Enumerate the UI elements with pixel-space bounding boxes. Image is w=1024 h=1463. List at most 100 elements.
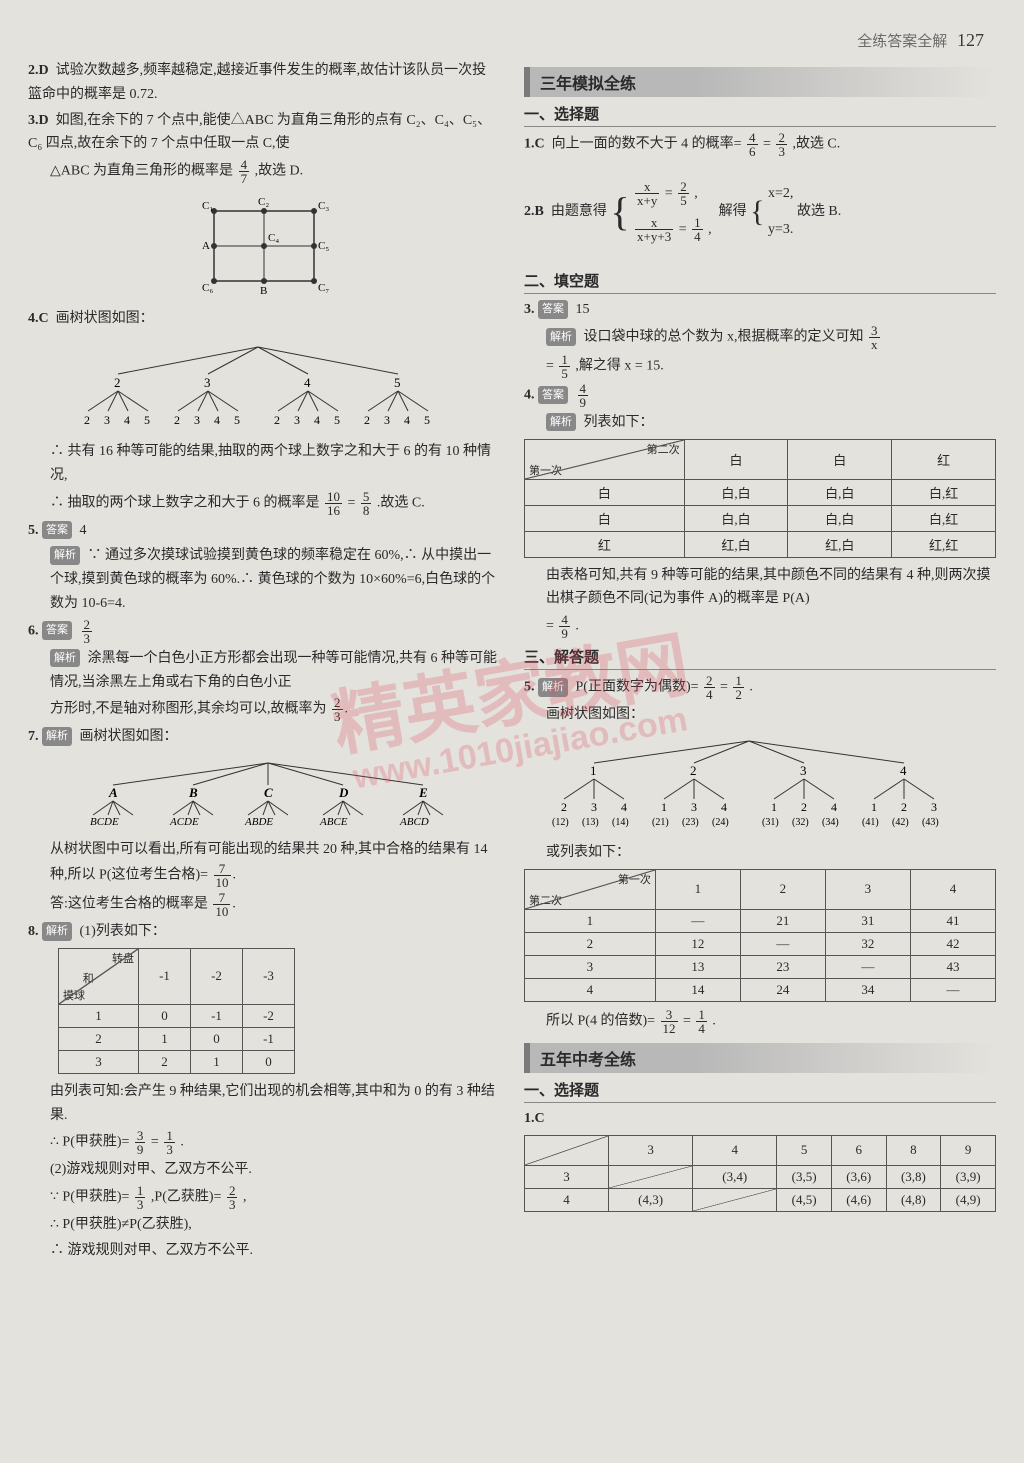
svg-text:3: 3 [104, 413, 110, 427]
cell: (3,9) [941, 1165, 996, 1188]
diag-bot: 摸球 [63, 987, 85, 1003]
svg-text:1: 1 [590, 763, 597, 778]
f: 49 [578, 382, 589, 409]
p: . [233, 868, 237, 883]
cell: 32 [825, 932, 910, 955]
r3-ans: 3. 答案 15 [524, 298, 996, 322]
eq: = [683, 1014, 691, 1029]
d: 6 [747, 145, 758, 158]
cell: 白,白 [684, 505, 788, 531]
cell: (3,5) [777, 1165, 832, 1188]
q8-t3: (2)游戏规则对甲、乙双方不公平. [28, 1158, 500, 1182]
eq: = [151, 1135, 159, 1150]
r3-head: 3. [524, 302, 535, 317]
diag-top: 转盘 [112, 950, 134, 966]
svg-text:3: 3 [800, 763, 807, 778]
analysis-icon: 解析 [50, 546, 80, 565]
svg-text:(14): (14) [612, 817, 629, 828]
svg-text:3: 3 [691, 800, 697, 814]
q3-t3: ,故选 D. [255, 164, 304, 179]
cell: -1 [243, 1027, 295, 1050]
analysis-icon: 解析 [538, 678, 568, 697]
q6-frac: 23 [332, 696, 343, 723]
n: x [635, 180, 659, 194]
cell: 21 [740, 909, 825, 932]
cell: 42 [910, 932, 995, 955]
d: 4 [704, 688, 715, 701]
q4-f1: 1016 [325, 490, 342, 517]
f: 23 [227, 1184, 238, 1211]
n: 7 [213, 891, 230, 905]
svg-text:C₇: C₇ [318, 282, 329, 294]
eq: = [546, 359, 554, 374]
analysis-icon: 解析 [42, 727, 72, 746]
svg-text:(41): (41) [862, 817, 879, 828]
header-title: 全练答案全解 [857, 34, 947, 50]
d: 9 [135, 1143, 146, 1156]
eq: = [348, 495, 356, 510]
answer-icon: 答案 [538, 300, 568, 319]
n: 1 [692, 216, 703, 230]
sub-select-2: 一、选择题 [524, 1079, 996, 1103]
cell: — [655, 909, 740, 932]
cell: 41 [910, 909, 995, 932]
svg-text:4: 4 [214, 413, 220, 427]
row-h: 2 [525, 932, 656, 955]
n: 10 [325, 490, 342, 504]
col-h: 白 [788, 439, 892, 479]
cell: 红,红 [892, 531, 996, 557]
cell: 23 [740, 955, 825, 978]
r2: 2.B 由题意得 { xx+y = 25 , xx+y+3 = 14 , 解得 … [524, 160, 996, 264]
svg-text:2: 2 [274, 413, 280, 427]
n: 2 [776, 131, 787, 145]
row-h: 3 [525, 955, 656, 978]
svg-text:5: 5 [334, 413, 340, 427]
right-column: 三年模拟全练 一、选择题 1.C 向上一面的数不大于 4 的概率= 46 = 2… [524, 59, 996, 1265]
r5-t2: 画树状图如图： [524, 703, 996, 727]
q8-table: 转盘 和 摸球 -1 -2 -3 10-1-2 210-1 3210 [58, 948, 295, 1074]
sol-y: y=3. [768, 222, 793, 237]
d: 3 [135, 1198, 146, 1211]
q5-ans-val: 4 [80, 523, 87, 538]
cell: 12 [655, 932, 740, 955]
svg-text:3: 3 [591, 800, 597, 814]
cell: 34 [825, 978, 910, 1001]
t: . [749, 680, 753, 695]
t: , [243, 1190, 247, 1205]
svg-text:1: 1 [661, 800, 667, 814]
f: 13 [164, 1129, 175, 1156]
rC-h: 1.C [524, 1111, 545, 1126]
svg-text:C₁: C₁ [202, 200, 213, 212]
svg-text:D: D [338, 785, 349, 800]
q7-f2: 710 [213, 891, 230, 918]
answer-icon: 答案 [538, 386, 568, 405]
sol: x=2, y=3. [768, 176, 793, 249]
r3-jx: 解析 设口袋中球的总个数为 x,根据概率的定义可知 3x [524, 324, 996, 351]
q8-t2: ∴ P(甲获胜)= 39 = 13 . [28, 1129, 500, 1156]
diag-tr: 第二次 [647, 441, 680, 457]
svg-text:2: 2 [174, 413, 180, 427]
svg-text:2: 2 [690, 763, 697, 778]
n: 3 [135, 1129, 146, 1143]
col-h: 4 [910, 869, 995, 909]
cell: (4,3) [609, 1188, 693, 1211]
row-h: 1 [525, 909, 656, 932]
p: . [232, 897, 236, 912]
svg-text:BCDE: BCDE [90, 816, 119, 827]
col-h: -3 [243, 948, 295, 1004]
t: 所以 P(4 的倍数)= [546, 1014, 655, 1029]
diag-mid: 和 [83, 970, 94, 986]
col-h: -1 [139, 948, 191, 1004]
q7-head-row: 7. 解析 画树状图如图： [28, 725, 500, 749]
section-bar-1: 三年模拟全练 [524, 67, 996, 97]
q4-tree: 2 3 4 5 2345 2345 2345 2345 [68, 339, 448, 429]
q5-head: 5. [28, 523, 39, 538]
eq: = [763, 137, 771, 152]
left-column: 2.D 试验次数越多,频率越稳定,越接近事件发生的概率,故估计该队员一次投篮命中… [28, 59, 500, 1265]
t: ∵ P(甲获胜)= [50, 1190, 129, 1205]
sub-fill: 二、填空题 [524, 270, 996, 294]
svg-text:(43): (43) [922, 817, 939, 828]
svg-text:3: 3 [194, 413, 200, 427]
d: 10 [213, 905, 230, 918]
cell: 24 [740, 978, 825, 1001]
